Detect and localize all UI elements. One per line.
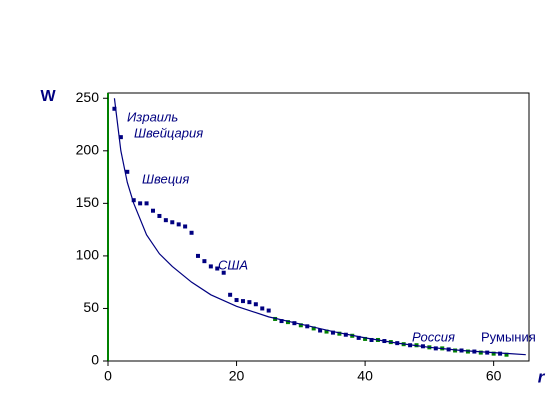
- point: [183, 224, 188, 229]
- point: [498, 351, 503, 356]
- point: [453, 348, 458, 353]
- point: [138, 201, 143, 206]
- point: [253, 302, 258, 307]
- point: [176, 222, 181, 227]
- point: [363, 336, 368, 341]
- annotation: Румыния: [481, 329, 536, 344]
- point: [144, 201, 149, 206]
- x-tick-label: 0: [104, 368, 112, 384]
- point: [234, 298, 239, 303]
- point: [356, 335, 361, 340]
- point: [330, 330, 335, 335]
- point: [324, 329, 329, 334]
- point: [266, 308, 271, 313]
- point: [318, 328, 323, 333]
- y-axis-label: W: [40, 88, 56, 105]
- x-axis-label: r: [538, 367, 546, 386]
- point: [247, 300, 252, 305]
- annotation: Россия: [412, 329, 455, 344]
- point: [305, 324, 310, 329]
- annotation: Израиль: [127, 109, 178, 124]
- point: [157, 213, 162, 218]
- point: [260, 306, 265, 311]
- point: [208, 264, 213, 269]
- point: [343, 332, 348, 337]
- point: [131, 198, 136, 203]
- point: [273, 316, 278, 321]
- point: [240, 299, 245, 304]
- point: [285, 320, 290, 325]
- y-tick-label: 200: [76, 142, 100, 158]
- y-tick-label: 250: [76, 89, 100, 105]
- annotation: США: [218, 257, 248, 272]
- x-tick-label: 40: [357, 368, 373, 384]
- point: [170, 220, 175, 225]
- point: [163, 218, 168, 223]
- point: [298, 323, 303, 328]
- point: [150, 208, 155, 213]
- annotation: Швеция: [142, 171, 189, 186]
- point: [228, 292, 233, 297]
- point: [112, 106, 117, 111]
- point: [478, 350, 483, 355]
- annotation: Швейцария: [134, 125, 203, 140]
- point: [125, 169, 130, 174]
- point: [491, 351, 496, 356]
- fit-curve: [113, 98, 526, 356]
- point: [118, 135, 123, 140]
- x-tick-label: 20: [229, 368, 245, 384]
- point: [189, 230, 194, 235]
- point: [202, 259, 207, 264]
- point: [504, 352, 509, 357]
- point: [195, 253, 200, 258]
- point: [369, 337, 374, 342]
- point: [337, 331, 342, 336]
- y-tick-label: 150: [76, 194, 100, 210]
- point: [221, 270, 226, 275]
- y-tick-label: 0: [91, 352, 99, 368]
- point: [465, 349, 470, 354]
- y-tick-label: 100: [76, 247, 100, 263]
- y-tick-label: 50: [83, 299, 99, 315]
- point: [215, 266, 220, 271]
- x-tick-label: 60: [486, 368, 502, 384]
- point: [279, 319, 284, 324]
- point: [311, 326, 316, 331]
